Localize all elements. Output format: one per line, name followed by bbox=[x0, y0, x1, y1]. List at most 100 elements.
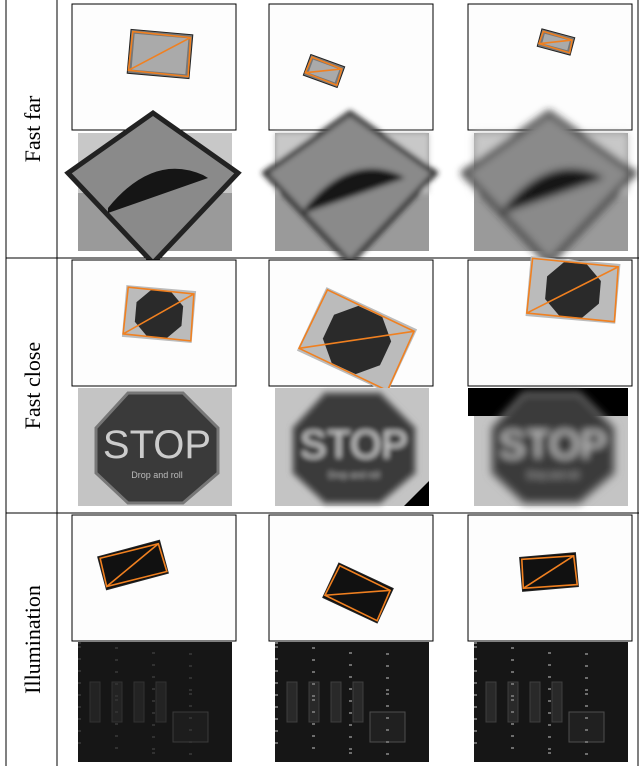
sign bbox=[519, 552, 579, 592]
component bbox=[152, 652, 155, 654]
component bbox=[115, 735, 118, 737]
circuit bbox=[275, 642, 406, 755]
component bbox=[189, 689, 192, 691]
component bbox=[78, 718, 81, 720]
component bbox=[511, 723, 514, 725]
component bbox=[115, 747, 118, 749]
rectified-patch: STOP Drop and roll bbox=[78, 388, 232, 506]
bump bbox=[504, 168, 604, 213]
table-lines bbox=[5, 0, 639, 766]
track-box bbox=[127, 30, 192, 78]
component bbox=[585, 693, 588, 695]
component bbox=[115, 671, 118, 673]
component bbox=[78, 642, 81, 644]
component bbox=[349, 664, 352, 666]
sign bbox=[97, 539, 169, 591]
component bbox=[511, 695, 514, 697]
component bbox=[115, 659, 118, 661]
component bbox=[78, 682, 81, 684]
component bbox=[548, 724, 551, 726]
circuit bbox=[78, 642, 209, 755]
component bbox=[312, 671, 315, 673]
rectified-patch bbox=[261, 109, 439, 267]
component bbox=[386, 689, 389, 691]
track-diagonal bbox=[122, 293, 195, 335]
track-box bbox=[525, 257, 620, 323]
component bbox=[78, 730, 81, 732]
component bbox=[511, 735, 514, 737]
sign bbox=[525, 256, 621, 324]
tracking-frame bbox=[71, 259, 237, 387]
component bbox=[386, 729, 389, 731]
component bbox=[349, 676, 352, 678]
row-label: Illumination bbox=[20, 585, 45, 694]
rectified-patch bbox=[474, 642, 628, 762]
component bbox=[312, 695, 315, 697]
chip bbox=[308, 681, 320, 723]
track-box bbox=[122, 286, 195, 342]
track-diagonal bbox=[128, 36, 191, 72]
component bbox=[511, 647, 514, 649]
sign: STOP Drop and roll bbox=[291, 391, 417, 505]
component bbox=[511, 683, 514, 685]
chip bbox=[529, 681, 541, 723]
component bbox=[386, 665, 389, 667]
component bbox=[152, 688, 155, 690]
component bbox=[189, 717, 192, 719]
component bbox=[474, 730, 477, 732]
octagon bbox=[291, 391, 417, 505]
sign bbox=[322, 562, 394, 624]
component bbox=[152, 676, 155, 678]
component bbox=[386, 653, 389, 655]
component bbox=[312, 699, 315, 701]
component bbox=[275, 694, 278, 696]
component bbox=[312, 735, 315, 737]
component bbox=[474, 694, 477, 696]
component bbox=[349, 748, 352, 750]
rectified-patch bbox=[78, 642, 232, 762]
component bbox=[585, 677, 588, 679]
component bbox=[474, 742, 477, 744]
chip bbox=[352, 681, 364, 723]
component bbox=[312, 711, 315, 713]
tracking-frame bbox=[268, 514, 434, 642]
component bbox=[275, 642, 278, 644]
tracking-frame bbox=[71, 3, 237, 131]
component bbox=[548, 752, 551, 754]
chip bbox=[551, 681, 563, 723]
component bbox=[349, 700, 352, 702]
component bbox=[585, 653, 588, 655]
track-box bbox=[99, 542, 168, 588]
component bbox=[386, 717, 389, 719]
component bbox=[189, 693, 192, 695]
component bbox=[585, 741, 588, 743]
track-box bbox=[520, 554, 579, 590]
chip bbox=[330, 681, 342, 723]
component bbox=[386, 753, 389, 755]
component bbox=[474, 658, 477, 660]
component bbox=[548, 664, 551, 666]
component bbox=[511, 671, 514, 673]
component bbox=[548, 736, 551, 738]
component bbox=[548, 652, 551, 654]
sign bbox=[121, 285, 197, 343]
component bbox=[78, 706, 81, 708]
track-diagonal bbox=[298, 330, 415, 350]
chip bbox=[286, 681, 298, 723]
component bbox=[189, 677, 192, 679]
component bbox=[275, 670, 278, 672]
component bbox=[585, 753, 588, 755]
component bbox=[275, 706, 278, 708]
component bbox=[275, 718, 278, 720]
rectified-patch: STOP Drop and roll bbox=[468, 388, 628, 506]
sign bbox=[296, 287, 418, 393]
tracking-frame bbox=[467, 3, 633, 131]
track-diagonal bbox=[324, 589, 391, 597]
component bbox=[189, 753, 192, 755]
component bbox=[349, 652, 352, 654]
chip bbox=[485, 681, 497, 723]
component bbox=[78, 670, 81, 672]
component bbox=[275, 682, 278, 684]
component bbox=[349, 724, 352, 726]
